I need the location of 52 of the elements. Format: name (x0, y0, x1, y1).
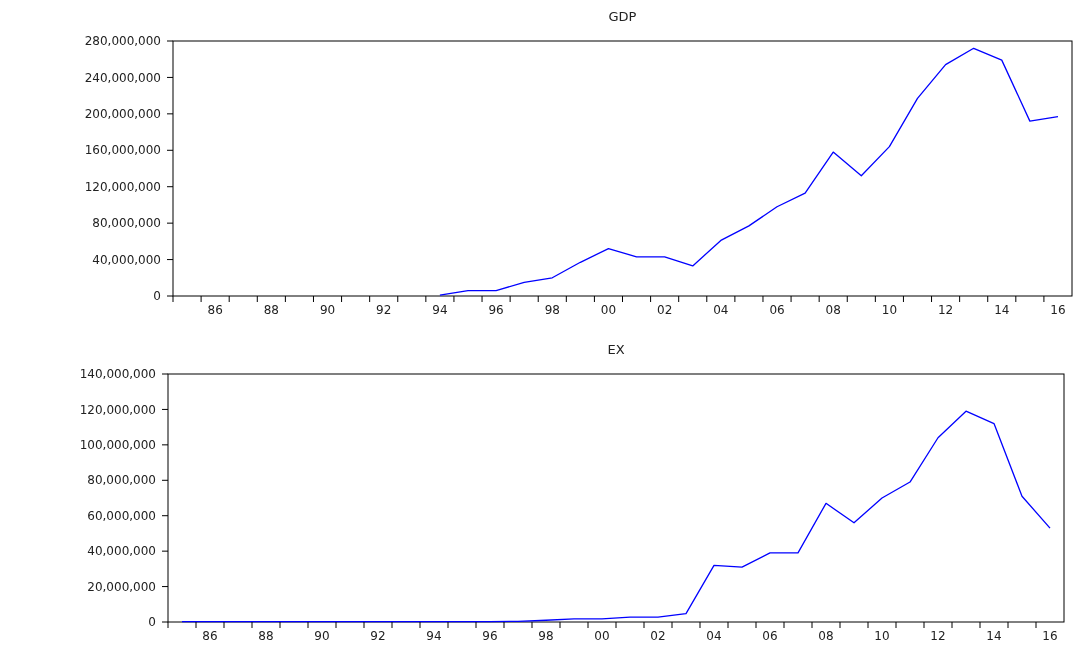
x-tick-label: 04 (713, 303, 729, 317)
x-tick-label: 06 (762, 629, 778, 643)
x-tick-label: 96 (488, 303, 504, 317)
y-tick-label: 280,000,000 (84, 34, 161, 49)
y-tick-label: 80,000,000 (87, 473, 156, 488)
x-tick-label: 90 (319, 303, 336, 317)
x-tick-label: 08 (825, 303, 841, 317)
x-tick-label: 86 (202, 629, 218, 643)
x-tick-label: 14 (994, 303, 1010, 317)
y-tick-label: 240,000,000 (84, 70, 161, 85)
x-tick-label: 88 (263, 303, 279, 317)
x-tick-label: 94 (426, 629, 442, 643)
x-tick-label: 00 (594, 629, 610, 643)
x-tick-label: 10 (874, 629, 890, 643)
chart-title: GDP (608, 9, 637, 24)
y-tick-label: 160,000,000 (84, 143, 161, 158)
line-series (439, 47, 1059, 296)
x-tick-label: 96 (482, 629, 498, 643)
y-tick-label: 80,000,000 (92, 216, 161, 231)
y-tick-label: 20,000,000 (87, 579, 156, 594)
x-tick-label: 86 (207, 303, 223, 317)
y-tick-label: 40,000,000 (87, 544, 156, 559)
x-tick-label: 92 (370, 629, 386, 643)
y-tick-label: 40,000,000 (92, 252, 161, 267)
x-tick-label: 04 (706, 629, 722, 643)
y-tick-label: 0 (153, 289, 161, 304)
x-tick-label: 88 (258, 629, 274, 643)
y-tick-label: 100,000,000 (79, 438, 156, 453)
x-tick-label: 12 (937, 303, 954, 317)
x-tick-label: 98 (538, 629, 554, 643)
y-tick-label: 60,000,000 (87, 508, 156, 523)
x-tick-label: 98 (544, 303, 560, 317)
chart-title: EX (607, 342, 625, 357)
line-series (181, 410, 1051, 623)
x-tick-label: 12 (930, 629, 946, 643)
x-tick-label: 16 (1050, 303, 1066, 317)
x-tick-label: 14 (986, 629, 1002, 643)
x-tick-label: 02 (657, 303, 673, 317)
x-tick-label: 16 (1042, 629, 1058, 643)
x-tick-label: 00 (600, 303, 617, 317)
y-tick-label: 200,000,000 (84, 107, 161, 122)
y-tick-label: 120,000,000 (84, 179, 161, 194)
x-tick-label: 02 (650, 629, 666, 643)
x-tick-label: 90 (314, 629, 330, 643)
x-tick-label: 10 (881, 303, 898, 317)
x-tick-label: 94 (432, 303, 448, 317)
y-tick-label: 140,000,000 (79, 367, 156, 382)
x-tick-label: 08 (818, 629, 834, 643)
x-tick-label: 92 (376, 303, 392, 317)
y-tick-label: 120,000,000 (79, 402, 156, 417)
y-tick-label: 0 (148, 615, 156, 630)
x-tick-label: 06 (769, 303, 785, 317)
